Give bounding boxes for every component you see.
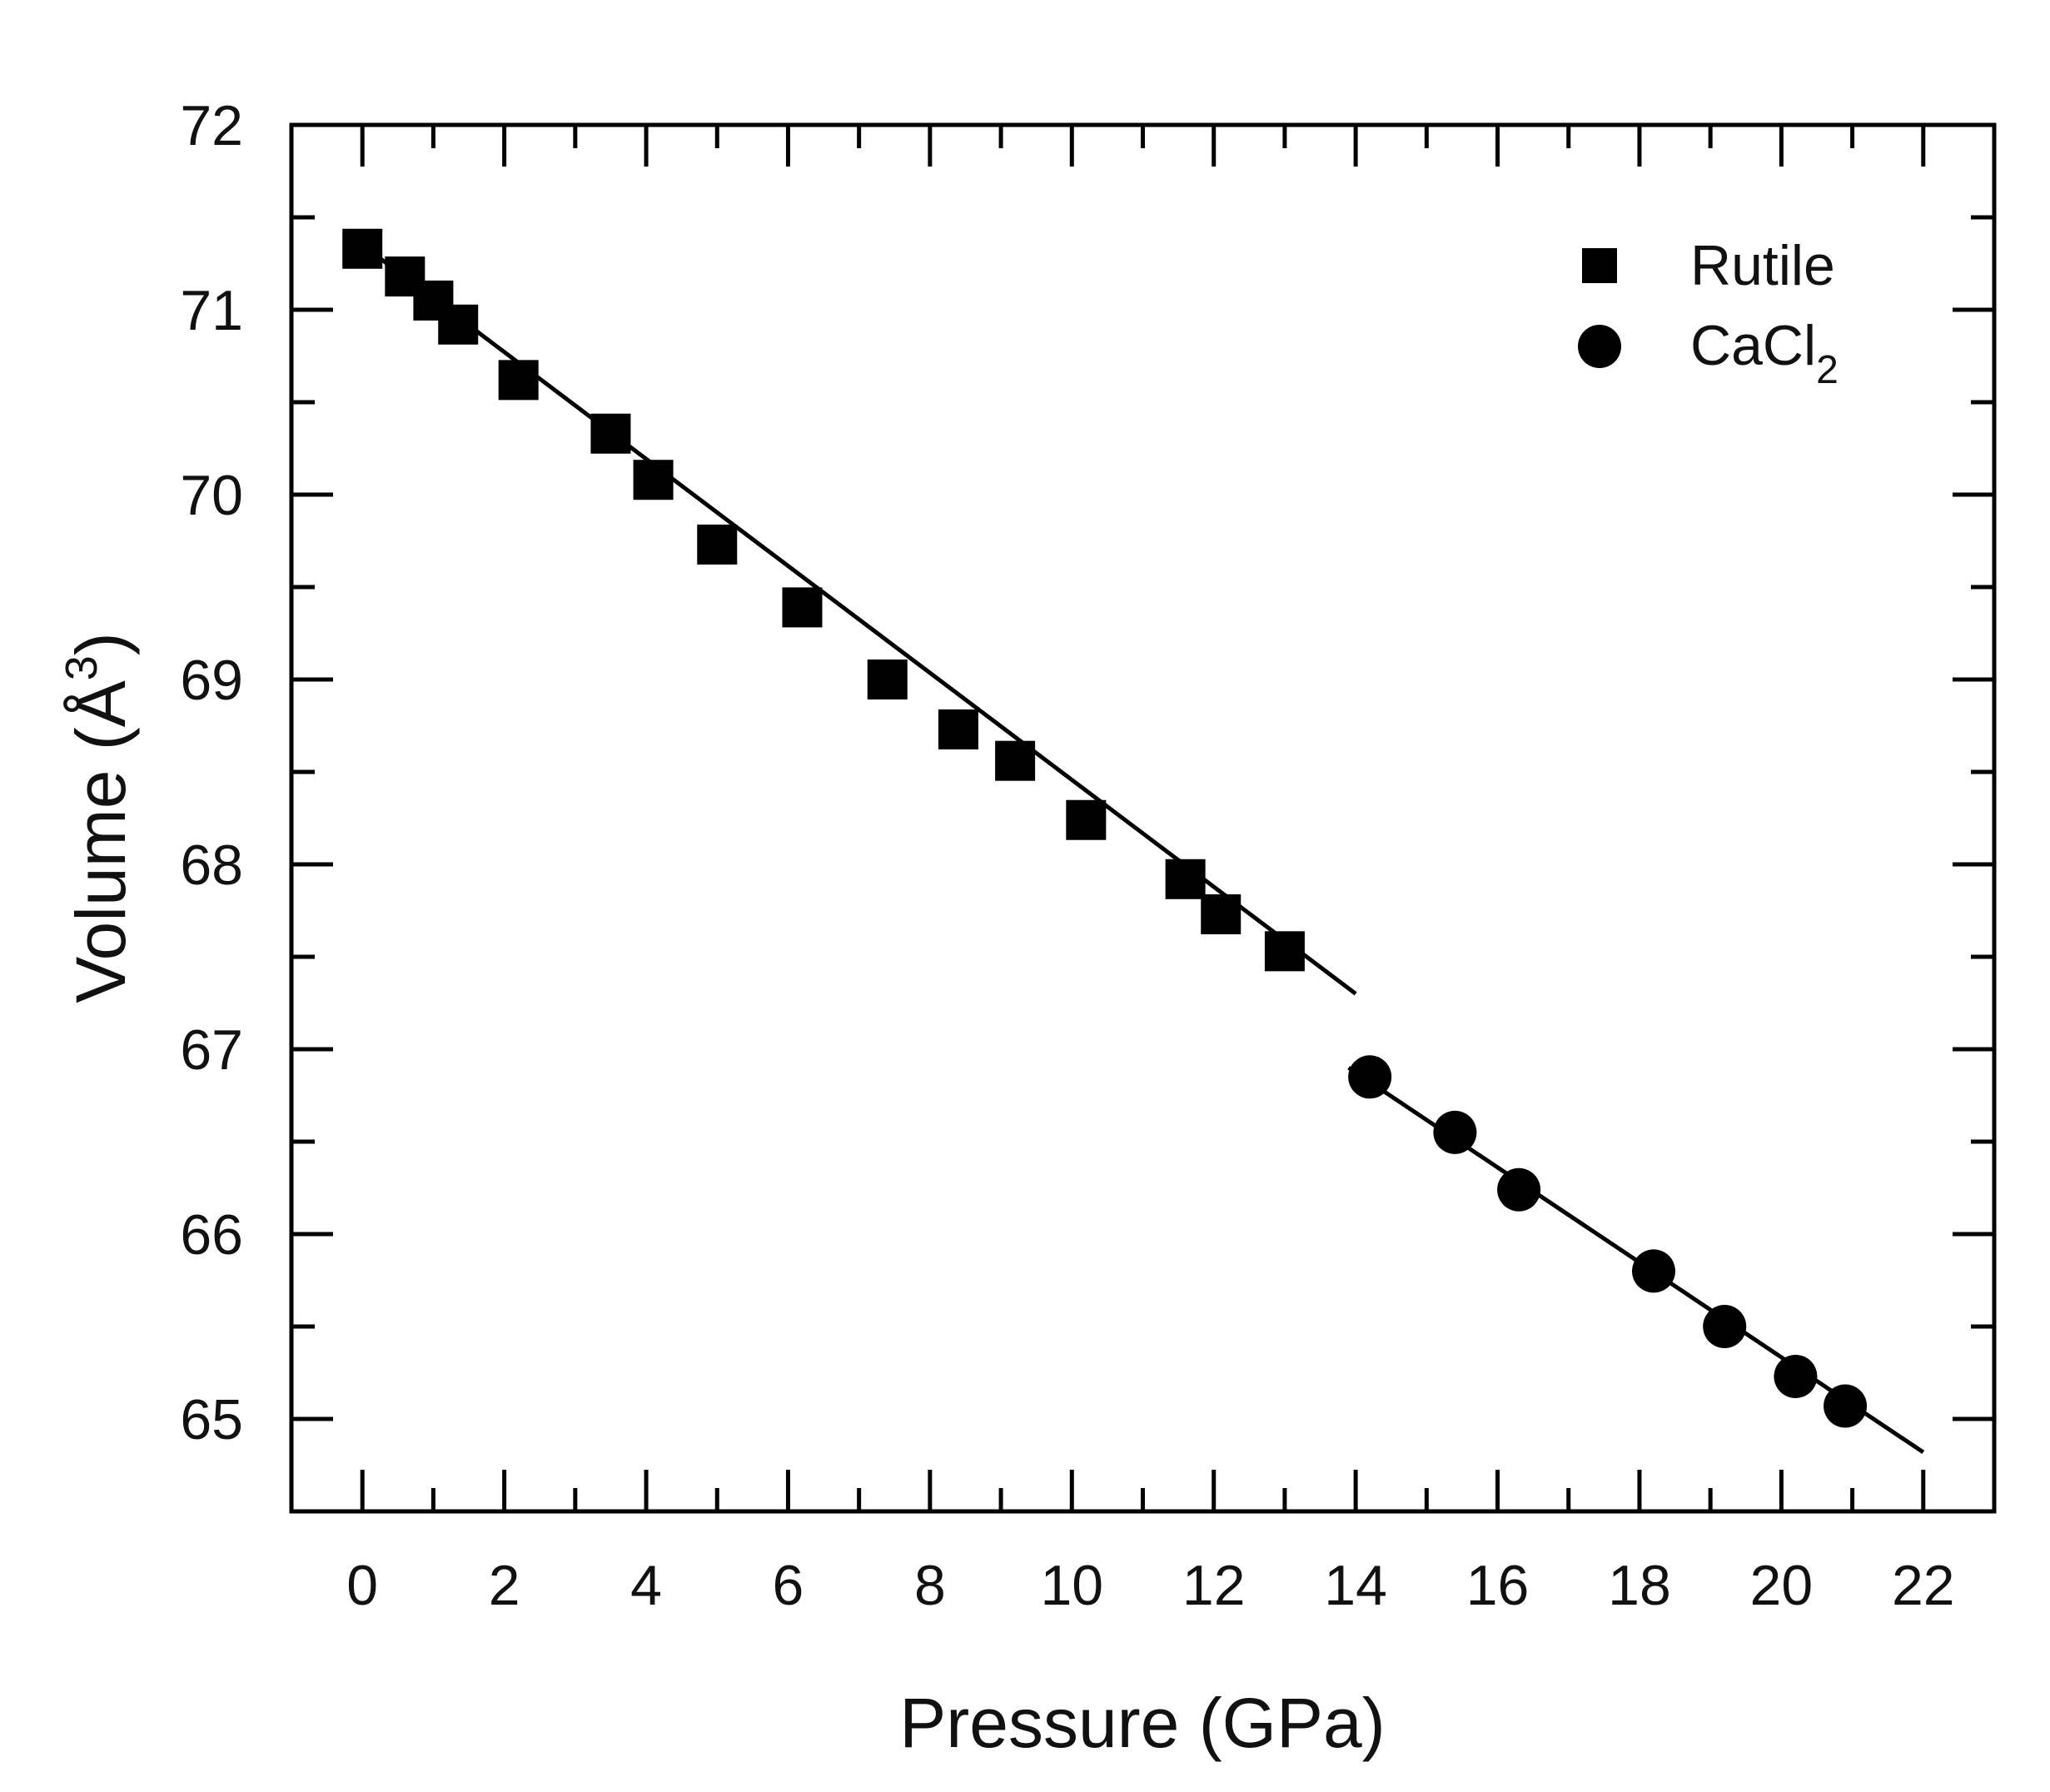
cacl2-data-point: [1497, 1167, 1541, 1212]
y-tick-label: 70: [180, 464, 243, 527]
x-tick-label: 22: [1892, 1554, 1955, 1617]
cacl2-data-point: [1632, 1249, 1675, 1293]
rutile-data-point: [782, 587, 823, 628]
rutile-data-point: [697, 524, 738, 565]
legend: Rutile CaCl2: [1578, 234, 1839, 392]
rutile-data-point: [1165, 859, 1206, 899]
rutile-data-point: [995, 740, 1036, 781]
rutile-data-point: [867, 660, 908, 699]
x-tick-label: 10: [1040, 1554, 1103, 1617]
cacl2-data-point: [1433, 1110, 1477, 1154]
data-points: [342, 228, 1868, 1428]
rutile-data-point: [590, 413, 631, 454]
x-tick-label: 18: [1608, 1554, 1671, 1617]
rutile-data-point: [342, 228, 383, 269]
legend-label-cacl2-subscript: 2: [1816, 348, 1839, 392]
rutile-data-point: [633, 460, 674, 500]
y-tick-label: 68: [180, 834, 243, 897]
y-axis-title-superscript: 3: [57, 655, 107, 680]
x-tick-label: 12: [1182, 1554, 1246, 1617]
x-tick-label: 20: [1750, 1554, 1814, 1617]
y-tick-label: 66: [180, 1203, 243, 1267]
cacl2-data-point: [1824, 1384, 1868, 1428]
y-axis-title-close: ): [62, 632, 140, 655]
x-tick-label: 8: [914, 1554, 946, 1617]
x-tick-label: 6: [773, 1554, 804, 1617]
rutile-fit-line: [361, 243, 1357, 996]
legend-marker-rutile: [1582, 248, 1617, 283]
rutile-data-point: [938, 709, 978, 749]
legend-label-cacl2-main: CaCl: [1690, 314, 1816, 377]
y-axis-title-main: Volume (Å: [62, 680, 140, 1003]
legend-label-rutile: Rutile: [1690, 234, 1835, 297]
cacl2-data-point: [1703, 1305, 1747, 1348]
cacl2-data-point: [1348, 1055, 1392, 1099]
x-tick-label: 2: [489, 1554, 520, 1617]
rutile-data-point: [438, 304, 479, 345]
rutile-data-point: [498, 360, 539, 401]
y-tick-label: 72: [180, 94, 243, 157]
x-tick-label: 14: [1324, 1554, 1387, 1617]
y-tick-label: 71: [180, 279, 243, 342]
axis-ticks: [291, 122, 1994, 1511]
rutile-data-point: [1066, 799, 1107, 840]
x-axis-title: Pressure (GPa): [899, 1684, 1386, 1762]
rutile-data-point: [1264, 931, 1305, 972]
y-tick-label: 69: [180, 649, 243, 712]
y-axis-title: Volume (Å3): [57, 632, 140, 1003]
x-tick-label: 4: [630, 1554, 662, 1617]
y-tick-label: 65: [180, 1388, 243, 1451]
x-tick-label: 0: [346, 1554, 378, 1617]
legend-label-cacl2: CaCl2: [1690, 314, 1839, 392]
x-tick-label: 16: [1466, 1554, 1530, 1617]
y-tick-label: 67: [180, 1018, 243, 1082]
rutile-data-point: [1201, 894, 1241, 934]
legend-marker-cacl2: [1578, 325, 1621, 368]
cacl2-data-point: [1774, 1354, 1818, 1398]
